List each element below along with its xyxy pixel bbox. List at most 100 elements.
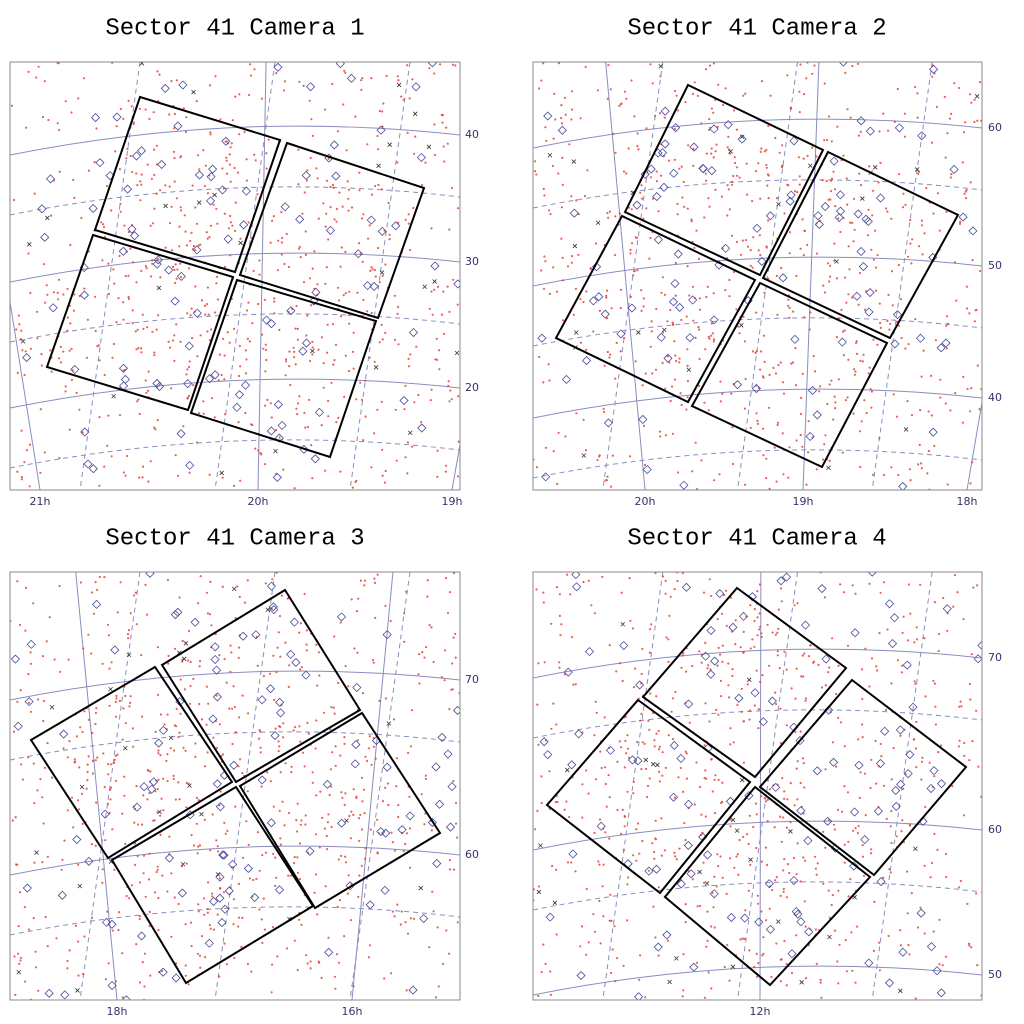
target-diamond (653, 235, 663, 245)
star (409, 353, 412, 356)
star (571, 90, 574, 93)
star (798, 183, 801, 186)
star (727, 662, 730, 665)
target-diamond (204, 938, 214, 948)
target-diamond (257, 775, 267, 785)
star (231, 224, 234, 227)
star (909, 479, 912, 482)
star (756, 634, 759, 637)
target-diamond (541, 472, 551, 482)
star (900, 336, 903, 340)
star (875, 669, 879, 672)
star (728, 295, 731, 298)
star (743, 407, 747, 410)
star (222, 337, 225, 340)
star (445, 126, 448, 129)
star (278, 615, 282, 618)
star (794, 347, 797, 350)
star (710, 322, 713, 325)
star (960, 705, 963, 708)
target-diamond (663, 353, 673, 363)
star (707, 971, 710, 974)
star (836, 960, 839, 963)
star (792, 856, 796, 860)
star (614, 215, 617, 218)
star (593, 734, 596, 737)
star (246, 337, 249, 340)
star (623, 90, 627, 93)
star (807, 655, 811, 658)
star (154, 428, 157, 431)
star (243, 130, 246, 134)
star (411, 445, 414, 448)
star (111, 929, 114, 932)
star (160, 970, 164, 973)
star (799, 433, 802, 437)
cross (667, 979, 672, 985)
star (878, 969, 882, 972)
star (779, 742, 783, 745)
star (581, 816, 584, 819)
star (537, 994, 540, 998)
target-diamond (709, 124, 719, 134)
star (348, 314, 351, 317)
star (366, 310, 369, 313)
star (620, 591, 623, 594)
cross (674, 956, 679, 961)
star (765, 148, 768, 151)
star (638, 978, 641, 982)
star (903, 135, 907, 138)
star (41, 655, 45, 658)
star (315, 719, 318, 722)
target-diamond (905, 749, 915, 760)
star (739, 938, 742, 941)
star (368, 224, 371, 227)
star (638, 852, 641, 855)
cross (697, 869, 702, 875)
star (921, 253, 924, 256)
star (166, 753, 169, 756)
star (832, 418, 835, 421)
cross (746, 677, 752, 683)
target-diamond (744, 791, 754, 801)
star (131, 170, 134, 174)
parallel-dashed (10, 906, 460, 936)
star (678, 847, 681, 850)
target-diamond (671, 123, 681, 133)
star (318, 674, 321, 677)
star (179, 275, 183, 279)
star (177, 781, 180, 784)
star (140, 347, 143, 350)
target-diamond (365, 900, 375, 910)
star (175, 277, 178, 280)
star (964, 197, 968, 200)
star (173, 896, 176, 899)
star (592, 330, 595, 333)
star (794, 730, 797, 734)
target-diamond (596, 821, 606, 831)
star (233, 956, 236, 960)
star (29, 651, 32, 654)
star (219, 790, 222, 793)
star (775, 197, 779, 200)
star (806, 243, 809, 247)
cross (903, 427, 909, 432)
star (393, 915, 396, 918)
star (828, 459, 831, 462)
star (374, 184, 377, 188)
star (250, 970, 253, 973)
star (853, 368, 856, 371)
target-diamond (289, 617, 300, 627)
target-diamond (688, 295, 698, 305)
star (783, 939, 786, 943)
star (207, 881, 210, 884)
target-diamond (902, 660, 912, 670)
star (855, 341, 858, 345)
star (232, 484, 236, 487)
star (104, 978, 107, 981)
star (924, 805, 927, 809)
star (564, 435, 567, 438)
star (710, 987, 713, 990)
star (653, 745, 656, 748)
star (840, 308, 843, 311)
